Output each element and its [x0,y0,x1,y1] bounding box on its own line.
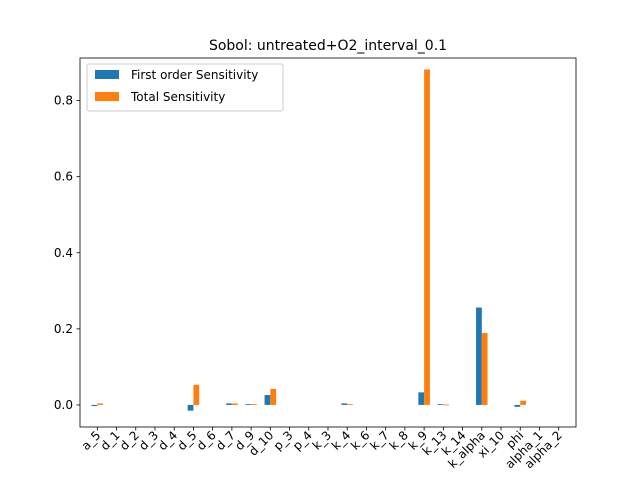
bar-first-order-phi [514,404,521,407]
bar-first-order-d_9 [245,404,252,405]
bar-first-order-a_5 [91,404,98,407]
legend-label-total: Total Sensitivity [130,90,225,104]
legend: First order Sensitivity Total Sensitivit… [86,63,284,112]
bar-total-k_alpha [481,333,488,405]
bar-total-k_4 [347,404,353,405]
bar-first-order-d_7 [226,403,232,405]
axes-frame [79,57,577,428]
y-tick-label: 0.6 [54,170,73,184]
y-tick-label: 0.4 [54,246,73,260]
bar-first-order-d_5 [187,404,194,411]
bar-total-phi [520,400,527,405]
bar-total-k_9 [424,69,430,405]
bar-total-d_5 [193,384,200,405]
x-axis: a_5d_1d_2d_3d_4d_5d_6d_7d_9d_10p_3p_4k_3… [79,427,565,471]
bar-first-order-d_10 [264,395,271,405]
y-axis: 0.0 0.2 0.4 0.6 0.8 [54,94,80,412]
y-tick-label: 0.8 [54,94,73,108]
legend-swatch-first-order [95,70,119,79]
bar-total-a_5 [97,403,104,405]
y-tick-label: 0.2 [54,322,73,336]
legend-box [86,63,284,112]
bar-first-order-k_13 [437,404,444,405]
bar-total-d_10 [270,388,277,405]
bar-total-d_7 [231,403,238,405]
bar-first-order-k_4 [341,403,348,405]
bars-group [91,69,527,411]
bar-first-order-k_alpha [476,307,482,405]
legend-label-first-order: First order Sensitivity [131,68,258,82]
bar-total-d_9 [251,404,257,405]
legend-swatch-total [95,92,119,101]
bar-first-order-k_9 [418,392,425,405]
bar-total-k_13 [443,404,450,406]
chart-title: Sobol: untreated+O2_interval_0.1 [209,38,447,54]
y-tick-label: 0.0 [54,398,73,412]
